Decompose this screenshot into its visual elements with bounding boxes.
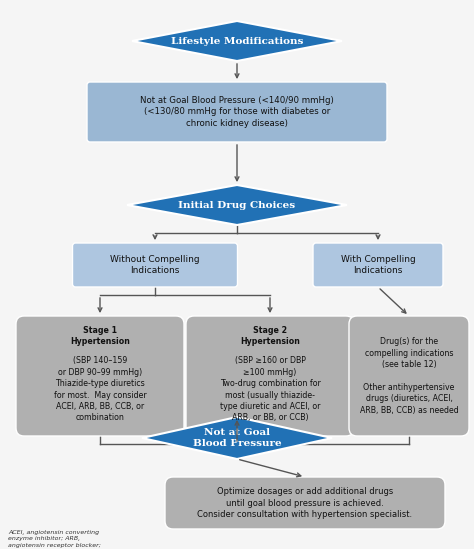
FancyBboxPatch shape — [87, 82, 387, 142]
Text: Drug(s) for the
compelling indications
(see table 12)

Other antihypertensive
dr: Drug(s) for the compelling indications (… — [360, 337, 458, 415]
FancyBboxPatch shape — [165, 477, 445, 529]
Text: Without Compelling
Indications: Without Compelling Indications — [110, 255, 200, 275]
Text: Optimize dosages or add additional drugs
until goal blood pressure is achieved.
: Optimize dosages or add additional drugs… — [198, 487, 412, 519]
FancyBboxPatch shape — [313, 243, 443, 287]
Text: (SBP 140–159
or DBP 90–99 mmHg)
Thiazide-type diuretics
for most.  May consider
: (SBP 140–159 or DBP 90–99 mmHg) Thiazide… — [54, 356, 146, 423]
FancyBboxPatch shape — [349, 316, 469, 436]
Text: Stage 2
Hypertension: Stage 2 Hypertension — [240, 326, 300, 346]
Text: ACEI, angiotensin converting
enzyme inhibitor; ARB,
angiotensin receptor blocker: ACEI, angiotensin converting enzyme inhi… — [8, 530, 105, 549]
Polygon shape — [127, 185, 347, 225]
Text: Not at Goal Blood Pressure (<140/90 mmHg)
(<130/80 mmHg for those with diabetes : Not at Goal Blood Pressure (<140/90 mmHg… — [140, 96, 334, 128]
Text: (SBP ≥160 or DBP
≥100 mmHg)
Two-drug combination for
most (usually thiazide-
typ: (SBP ≥160 or DBP ≥100 mmHg) Two-drug com… — [219, 356, 320, 423]
FancyBboxPatch shape — [16, 316, 184, 436]
Text: Not at Goal
Blood Pressure: Not at Goal Blood Pressure — [193, 428, 281, 447]
FancyBboxPatch shape — [186, 316, 354, 436]
Text: With Compelling
Indications: With Compelling Indications — [341, 255, 415, 275]
Text: Stage 1
Hypertension: Stage 1 Hypertension — [70, 326, 130, 346]
Text: Lifestyle Modifications: Lifestyle Modifications — [171, 36, 303, 46]
Polygon shape — [142, 417, 332, 459]
FancyBboxPatch shape — [73, 243, 237, 287]
Polygon shape — [132, 21, 342, 61]
Text: Initial Drug Choices: Initial Drug Choices — [178, 200, 296, 210]
